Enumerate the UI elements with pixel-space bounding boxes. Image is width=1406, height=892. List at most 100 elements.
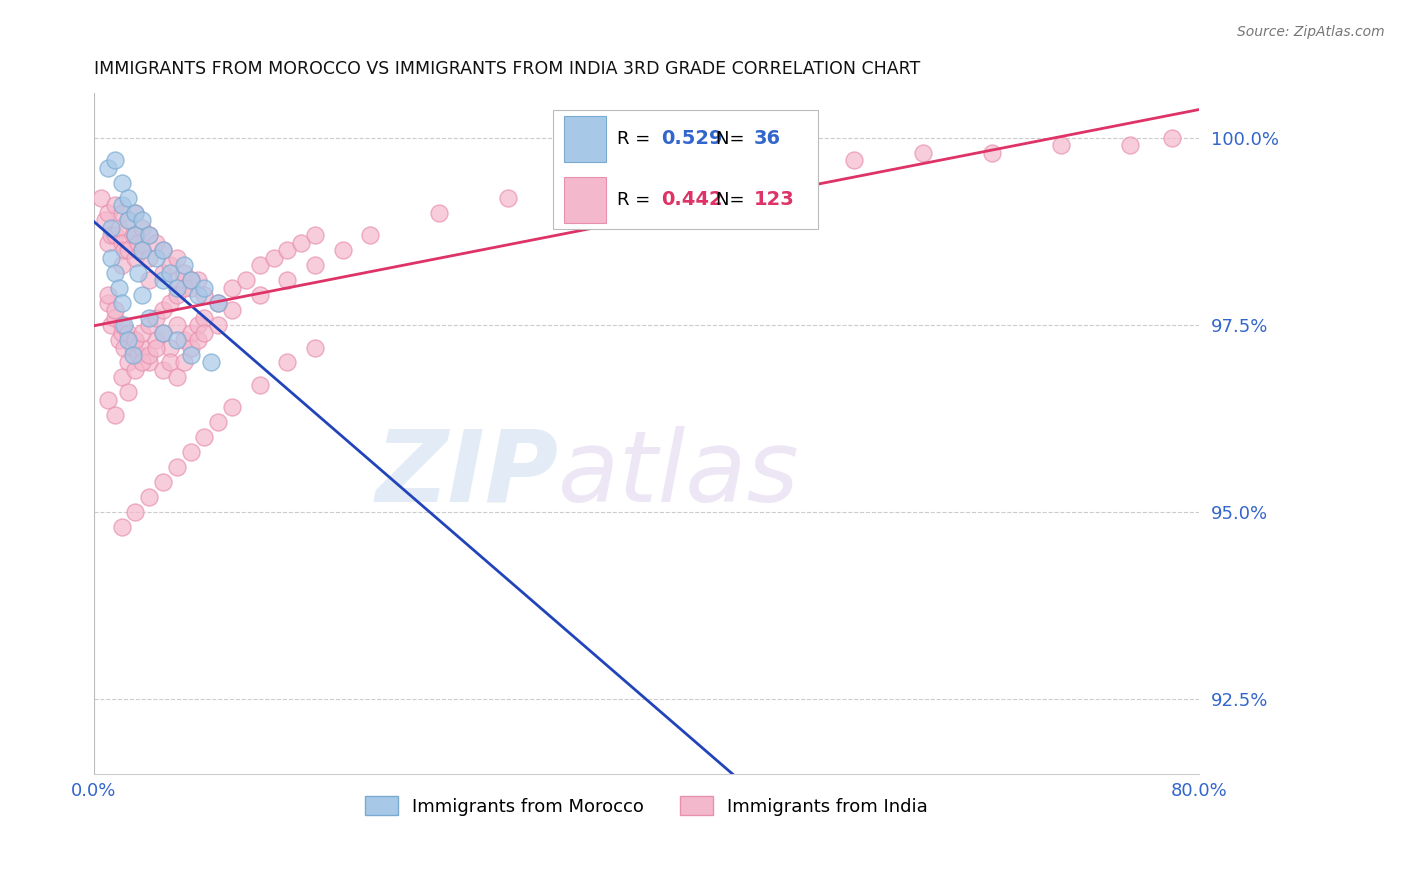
- Point: [145, 251, 167, 265]
- Point: [107, 280, 129, 294]
- Point: [131, 213, 153, 227]
- Point: [131, 355, 153, 369]
- Point: [117, 326, 139, 340]
- Point: [159, 295, 181, 310]
- Point: [173, 280, 195, 294]
- Point: [166, 333, 188, 347]
- Point: [124, 333, 146, 347]
- Point: [180, 280, 202, 294]
- Point: [221, 303, 243, 318]
- Point: [138, 318, 160, 332]
- Point: [127, 348, 149, 362]
- Point: [97, 392, 120, 407]
- Point: [180, 348, 202, 362]
- Point: [249, 258, 271, 272]
- Point: [187, 273, 209, 287]
- Point: [235, 273, 257, 287]
- Point: [173, 258, 195, 272]
- Point: [110, 318, 132, 332]
- Point: [138, 348, 160, 362]
- Point: [124, 363, 146, 377]
- Point: [152, 475, 174, 490]
- Point: [1160, 131, 1182, 145]
- Point: [104, 310, 127, 325]
- Point: [138, 228, 160, 243]
- Point: [187, 318, 209, 332]
- Point: [138, 273, 160, 287]
- Point: [121, 228, 143, 243]
- Point: [100, 318, 122, 332]
- Point: [636, 176, 658, 190]
- Point: [159, 266, 181, 280]
- Point: [131, 341, 153, 355]
- Point: [221, 401, 243, 415]
- Point: [773, 161, 796, 175]
- Point: [304, 258, 326, 272]
- Point: [110, 258, 132, 272]
- Point: [842, 153, 865, 168]
- Point: [138, 310, 160, 325]
- Point: [159, 258, 181, 272]
- Point: [173, 266, 195, 280]
- Point: [131, 326, 153, 340]
- Point: [97, 288, 120, 302]
- Point: [429, 206, 451, 220]
- Text: 0.442: 0.442: [661, 191, 723, 210]
- Point: [131, 220, 153, 235]
- Point: [124, 228, 146, 243]
- Point: [180, 273, 202, 287]
- Text: N=: N=: [716, 129, 751, 148]
- Point: [200, 355, 222, 369]
- Point: [124, 228, 146, 243]
- Point: [180, 445, 202, 459]
- Point: [104, 303, 127, 318]
- Point: [127, 235, 149, 250]
- Point: [97, 161, 120, 175]
- Point: [173, 355, 195, 369]
- Point: [104, 198, 127, 212]
- Point: [304, 228, 326, 243]
- Point: [145, 333, 167, 347]
- Text: R =: R =: [617, 191, 655, 209]
- Point: [304, 341, 326, 355]
- Point: [145, 310, 167, 325]
- Text: 36: 36: [754, 129, 780, 148]
- Point: [207, 318, 229, 332]
- Point: [359, 228, 381, 243]
- Point: [152, 363, 174, 377]
- Point: [193, 310, 215, 325]
- Point: [110, 206, 132, 220]
- Point: [117, 213, 139, 227]
- Text: ZIP: ZIP: [375, 426, 558, 523]
- Point: [117, 244, 139, 258]
- Point: [567, 183, 589, 197]
- Point: [110, 295, 132, 310]
- Point: [145, 235, 167, 250]
- Point: [207, 415, 229, 429]
- Point: [152, 303, 174, 318]
- Point: [117, 333, 139, 347]
- Point: [117, 385, 139, 400]
- Point: [124, 251, 146, 265]
- Point: [121, 341, 143, 355]
- Point: [166, 288, 188, 302]
- Point: [100, 220, 122, 235]
- FancyBboxPatch shape: [564, 116, 606, 161]
- Point: [90, 191, 112, 205]
- Point: [138, 355, 160, 369]
- Point: [187, 333, 209, 347]
- Point: [166, 280, 188, 294]
- Point: [704, 169, 727, 183]
- Point: [193, 280, 215, 294]
- Point: [207, 295, 229, 310]
- Point: [159, 355, 181, 369]
- Point: [117, 213, 139, 227]
- Text: N=: N=: [716, 191, 751, 209]
- Point: [193, 326, 215, 340]
- Point: [138, 490, 160, 504]
- Point: [498, 191, 520, 205]
- Point: [131, 288, 153, 302]
- Point: [110, 176, 132, 190]
- Point: [100, 251, 122, 265]
- Point: [166, 318, 188, 332]
